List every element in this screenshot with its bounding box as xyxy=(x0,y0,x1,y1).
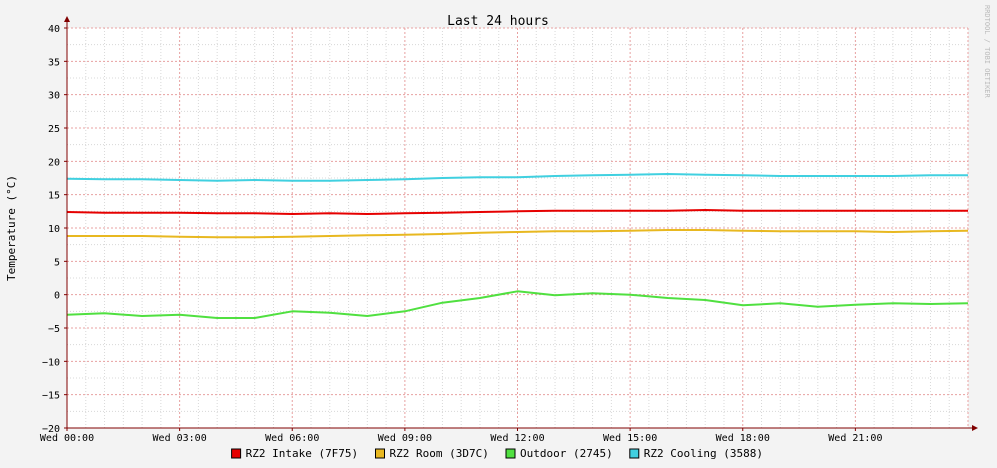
x-tick-labels: Wed 00:00 Wed 03:00 Wed 06:00 Wed 09:00 Wed … xyxy=(40,433,883,444)
chart-title: Last 24 hours xyxy=(447,14,549,29)
y-tick-label: −5 xyxy=(48,324,60,335)
legend-swatch-3 xyxy=(629,448,640,459)
y-tick-label: −10 xyxy=(42,357,60,368)
legend-label-2: Outdoor (2745) xyxy=(520,447,613,460)
y-tick-label: 15 xyxy=(48,191,60,202)
y-tick-label: −15 xyxy=(42,391,60,402)
legend-swatch-2 xyxy=(505,448,516,459)
legend-swatch-1 xyxy=(375,448,385,459)
series-group xyxy=(66,173,969,319)
legend: RZ2 Intake (7F75) RZ2 Room (3D7C) Outdoor … xyxy=(231,447,763,460)
x-tick-label: Wed 03:00 xyxy=(153,433,207,444)
x-tick-label: Wed 21:00 xyxy=(828,433,882,444)
y-tick-label: 35 xyxy=(48,57,60,68)
y-tick-labels: −20 −15 −10 −5 0 5 10 15 20 25 30 35 40 xyxy=(42,24,60,435)
y-tick-label: 20 xyxy=(48,157,60,168)
x-axis-arrow xyxy=(972,425,978,431)
y-tick-label: 25 xyxy=(48,124,60,135)
x-tick-label: Wed 12:00 xyxy=(490,433,544,444)
y-tick-label: 5 xyxy=(54,257,60,268)
x-tick-label: Wed 06:00 xyxy=(265,433,319,444)
grid xyxy=(66,27,969,429)
y-tick-label: 10 xyxy=(48,224,60,235)
x-tick-label: Wed 18:00 xyxy=(716,433,770,444)
series-line-0 xyxy=(66,209,968,215)
watermark: RRDTOOL / TOBI OETIKER xyxy=(983,5,991,99)
y-tick-label: 0 xyxy=(54,291,60,302)
y-axis-label: Temperature (°C) xyxy=(5,175,18,281)
legend-label-1: RZ2 Room (3D7C) xyxy=(390,447,489,460)
series-line-2 xyxy=(66,290,969,319)
y-tick-label: 30 xyxy=(48,91,60,102)
series-line-3 xyxy=(66,173,968,182)
y-tick-label: 40 xyxy=(48,24,60,35)
x-tick-label: Wed 15:00 xyxy=(603,433,657,444)
axes xyxy=(64,16,978,431)
x-tick-label: Wed 09:00 xyxy=(378,433,432,444)
legend-label-0: RZ2 Intake (7F75) xyxy=(246,447,359,460)
legend-label-3: RZ2 Cooling (3588) xyxy=(644,447,763,460)
legend-swatch-0 xyxy=(231,448,242,459)
y-tick-label: −20 xyxy=(42,424,60,435)
x-tick-label: Wed 00:00 xyxy=(40,433,94,444)
series-line-1 xyxy=(67,229,969,239)
y-axis-arrow xyxy=(64,16,70,22)
